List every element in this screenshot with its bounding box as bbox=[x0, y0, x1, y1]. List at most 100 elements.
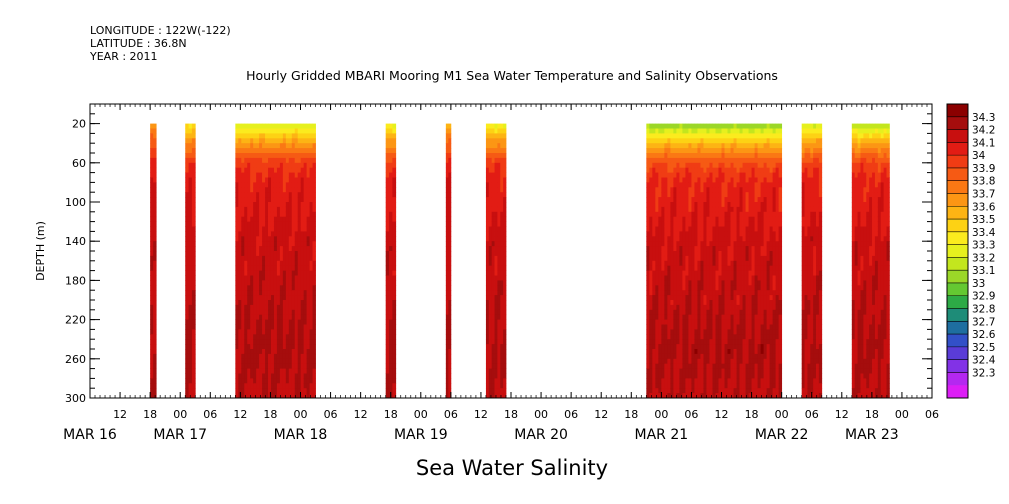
salinity-cell bbox=[191, 358, 196, 365]
salinity-cell bbox=[652, 265, 656, 271]
salinity-cell bbox=[655, 236, 659, 242]
salinity-cell bbox=[694, 251, 698, 257]
salinity-cell bbox=[709, 280, 713, 286]
salinity-cell bbox=[721, 133, 725, 139]
salinity-cell bbox=[652, 153, 656, 159]
salinity-cell bbox=[661, 324, 665, 330]
salinity-cell bbox=[185, 148, 189, 154]
salinity-cell bbox=[270, 309, 275, 316]
salinity-cell bbox=[485, 295, 490, 301]
salinity-cell bbox=[745, 246, 749, 252]
salinity-cell bbox=[685, 128, 689, 134]
salinity-cell bbox=[153, 182, 157, 188]
salinity-cell bbox=[760, 383, 764, 389]
salinity-cell bbox=[494, 290, 498, 296]
salinity-cell bbox=[268, 216, 272, 222]
salinity-cell bbox=[724, 378, 728, 384]
salinity-cell bbox=[294, 157, 299, 164]
salinity-cell bbox=[276, 172, 281, 178]
salinity-cell bbox=[664, 358, 668, 365]
salinity-cell bbox=[503, 197, 507, 203]
salinity-cell bbox=[241, 133, 245, 139]
salinity-cell bbox=[503, 319, 507, 325]
salinity-cell bbox=[712, 138, 716, 144]
salinity-cell bbox=[706, 304, 710, 311]
salinity-cell bbox=[488, 363, 493, 369]
salinity-cell bbox=[303, 260, 308, 267]
salinity-cell bbox=[497, 285, 501, 291]
salinity-cell bbox=[247, 344, 251, 350]
salinity-cell bbox=[247, 192, 251, 198]
salinity-cell bbox=[688, 309, 692, 316]
salinity-cell bbox=[488, 388, 493, 394]
salinity-cell bbox=[256, 182, 260, 188]
salinity-cell bbox=[757, 236, 761, 242]
salinity-cell bbox=[291, 221, 296, 227]
salinity-cell bbox=[488, 128, 493, 134]
salinity-cell bbox=[491, 388, 495, 394]
salinity-cell bbox=[392, 148, 397, 154]
salinity-cell bbox=[673, 246, 677, 252]
salinity-cell bbox=[285, 133, 290, 139]
salinity-cell bbox=[262, 162, 266, 169]
salinity-cell bbox=[294, 319, 299, 325]
salinity-cell bbox=[697, 378, 701, 384]
salinity-cell bbox=[282, 324, 287, 330]
salinity-cell bbox=[297, 280, 302, 286]
salinity-cell bbox=[646, 290, 650, 296]
salinity-cell bbox=[250, 211, 254, 218]
salinity-cell bbox=[652, 270, 656, 276]
salinity-cell bbox=[270, 314, 275, 320]
salinity-cell bbox=[300, 202, 305, 208]
salinity-cell bbox=[736, 172, 740, 178]
salinity-cell bbox=[652, 309, 656, 316]
salinity-cell bbox=[485, 231, 490, 237]
salinity-cell bbox=[742, 162, 746, 169]
salinity-cell bbox=[673, 265, 677, 271]
salinity-cell bbox=[688, 128, 692, 134]
salinity-cell bbox=[265, 358, 269, 365]
salinity-cell bbox=[259, 231, 263, 237]
salinity-cell bbox=[661, 363, 665, 369]
salinity-cell bbox=[445, 290, 449, 296]
salinity-cell bbox=[670, 300, 674, 306]
salinity-cell bbox=[247, 329, 251, 335]
salinity-cell bbox=[265, 157, 269, 164]
salinity-cell bbox=[754, 182, 758, 188]
salinity-cell bbox=[745, 177, 749, 183]
salinity-cell bbox=[763, 221, 768, 227]
salinity-cell bbox=[670, 236, 674, 242]
salinity-cell bbox=[754, 148, 758, 154]
salinity-cell bbox=[306, 241, 310, 247]
salinity-cell bbox=[282, 368, 287, 374]
salinity-cell bbox=[241, 373, 245, 379]
salinity-cell bbox=[709, 167, 713, 173]
salinity-cell bbox=[259, 339, 263, 345]
salinity-cell bbox=[778, 187, 783, 193]
salinity-cell bbox=[769, 260, 774, 267]
salinity-cell bbox=[646, 265, 650, 271]
salinity-cell bbox=[745, 162, 749, 169]
salinity-cell bbox=[769, 339, 774, 345]
salinity-cell bbox=[306, 177, 310, 183]
salinity-cell bbox=[673, 231, 677, 237]
salinity-cell bbox=[276, 260, 281, 267]
salinity-cell bbox=[500, 260, 504, 267]
salinity-cell bbox=[294, 138, 299, 144]
salinity-cell bbox=[238, 187, 242, 193]
salinity-cell bbox=[709, 309, 713, 316]
salinity-cell bbox=[682, 221, 686, 227]
salinity-cell bbox=[778, 177, 783, 183]
salinity-cell bbox=[694, 123, 698, 129]
salinity-cell bbox=[244, 353, 248, 360]
salinity-cell bbox=[448, 290, 452, 296]
salinity-cell bbox=[497, 211, 501, 218]
salinity-cell bbox=[291, 226, 296, 232]
salinity-cell bbox=[256, 363, 260, 369]
salinity-cell bbox=[306, 236, 310, 242]
salinity-cell bbox=[751, 226, 755, 232]
salinity-cell bbox=[491, 162, 495, 169]
salinity-cell bbox=[445, 138, 449, 144]
salinity-cell bbox=[757, 231, 761, 237]
salinity-cell bbox=[392, 255, 397, 262]
